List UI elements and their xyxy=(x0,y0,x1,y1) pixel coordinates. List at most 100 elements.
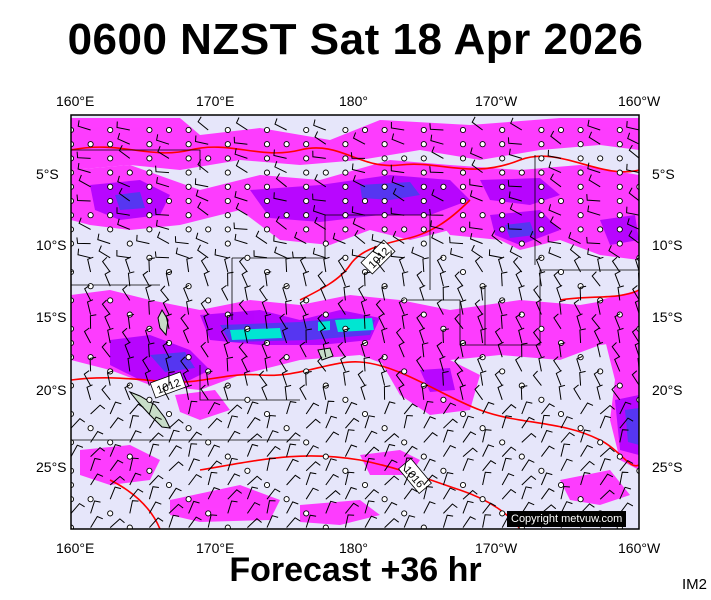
wind-barb xyxy=(611,256,621,273)
wind-barb xyxy=(591,271,601,287)
wind-station-marker xyxy=(459,183,467,190)
wind-station-marker xyxy=(87,212,94,219)
wind-station-marker xyxy=(420,524,427,529)
wind-station-marker xyxy=(401,439,408,446)
wind-station-marker xyxy=(263,481,271,489)
wind-barb xyxy=(194,178,209,188)
wind-barb xyxy=(90,500,101,514)
wind-barb xyxy=(587,205,601,216)
wind-barb xyxy=(614,270,621,287)
wind-barb xyxy=(261,299,268,315)
wind-barb xyxy=(553,313,562,330)
wind-barb xyxy=(104,313,111,330)
wind-barb xyxy=(608,245,621,259)
wind-barb xyxy=(560,458,573,472)
wind-barb xyxy=(403,403,418,415)
wind-barb xyxy=(533,285,542,301)
wind-barb xyxy=(129,488,144,500)
wind-station-marker xyxy=(342,212,349,219)
wind-barb xyxy=(127,271,135,287)
wind-barb xyxy=(106,370,114,386)
wind-barb xyxy=(84,284,92,301)
wind-barb xyxy=(580,429,591,443)
wind-station-marker xyxy=(205,297,212,304)
wind-station-marker xyxy=(322,311,329,318)
wind-barb xyxy=(186,299,193,315)
wind-barb xyxy=(638,442,639,443)
wind-barb xyxy=(474,384,484,401)
wind-barb xyxy=(194,135,209,145)
wind-barb xyxy=(101,384,111,401)
wind-barb xyxy=(619,417,634,429)
wind-station-marker xyxy=(165,481,173,489)
wind-barb xyxy=(286,501,299,514)
wind-barb xyxy=(442,487,456,500)
wind-station-marker xyxy=(499,439,506,446)
wind-barb xyxy=(188,516,202,528)
wind-barb xyxy=(482,429,492,443)
wind-barb xyxy=(352,217,366,230)
wind-barb xyxy=(462,447,478,457)
wind-barb xyxy=(384,475,400,486)
image-code: IM2 xyxy=(681,576,707,593)
wind-barb xyxy=(305,461,321,472)
wind-barb xyxy=(241,270,248,287)
wind-station-marker xyxy=(87,425,94,432)
wind-barb xyxy=(149,432,164,443)
wind-barb xyxy=(83,327,92,344)
wind-station-marker xyxy=(263,141,271,148)
wind-barb xyxy=(619,502,634,514)
wind-barb xyxy=(325,490,341,500)
wind-barb xyxy=(98,245,111,259)
wind-barb xyxy=(634,299,639,315)
wind-barb xyxy=(148,416,162,429)
wind-barb xyxy=(482,502,497,514)
wind-station-marker xyxy=(361,410,369,418)
wind-barb xyxy=(266,445,281,457)
wind-barb xyxy=(261,341,268,358)
wind-station-marker xyxy=(146,226,153,233)
wind-station-marker xyxy=(420,183,427,190)
wind-station-marker xyxy=(577,197,584,205)
wind-barb xyxy=(416,356,425,372)
wind-station-marker xyxy=(381,141,388,148)
wind-barb xyxy=(332,232,346,245)
wind-barb xyxy=(351,249,366,259)
lon-label-top-170w: 170°W xyxy=(475,93,518,109)
wind-barb xyxy=(344,486,357,500)
wind-barb xyxy=(235,202,248,216)
wind-station-marker xyxy=(616,169,623,176)
wind-barb xyxy=(168,503,184,514)
wind-station-marker xyxy=(146,197,153,205)
wind-station-marker xyxy=(263,126,271,134)
wind-barb xyxy=(599,489,615,500)
wind-barb xyxy=(157,146,170,159)
wind-station-marker xyxy=(381,197,388,205)
wind-barb xyxy=(462,458,474,471)
wind-barb xyxy=(423,400,434,415)
wind-station-marker xyxy=(244,467,251,474)
wind-station-marker xyxy=(538,325,545,332)
wind-station-marker xyxy=(342,183,349,190)
wind-barb xyxy=(145,284,152,301)
wind-station-marker xyxy=(538,183,545,190)
wind-barb xyxy=(580,402,594,415)
wind-barb xyxy=(436,256,444,273)
wind-barb xyxy=(510,117,523,131)
wind-barb xyxy=(76,151,91,159)
wind-barb xyxy=(220,327,229,344)
wind-barb xyxy=(501,415,512,429)
wind-station-marker xyxy=(401,510,408,517)
wind-station-marker xyxy=(616,311,623,318)
wind-barb xyxy=(631,370,639,386)
wind-barb xyxy=(286,517,301,528)
wind-station-marker xyxy=(401,155,408,162)
wind-barb xyxy=(442,514,454,528)
wind-barb xyxy=(550,130,562,145)
wind-barb xyxy=(124,256,132,273)
wind-barb xyxy=(313,119,326,131)
wind-barb xyxy=(188,431,203,443)
wind-station-marker xyxy=(107,169,114,176)
wind-barb xyxy=(462,415,475,429)
wind-barb xyxy=(312,247,326,259)
